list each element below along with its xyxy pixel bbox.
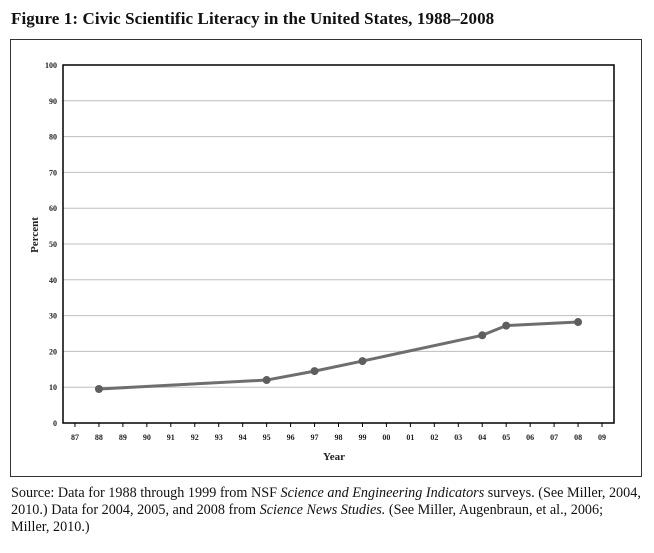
y-tick-label: 0 (53, 419, 57, 428)
series (94, 318, 583, 393)
x-axis-label: Year (323, 451, 345, 463)
axes (62, 64, 615, 427)
x-tick-label: 96 (287, 433, 295, 442)
x-tick-label: 89 (119, 433, 127, 442)
source-italic-news-studies: Science News Studies. (259, 502, 386, 518)
y-axis-label: Percent (29, 217, 41, 253)
x-tick-label: 05 (502, 433, 510, 442)
x-tick-label: 04 (478, 433, 486, 442)
y-tick-label: 50 (49, 240, 57, 249)
x-tick-label: 98 (335, 433, 343, 442)
source-text-prefix: Source: Data for 1988 through 1999 from … (11, 485, 281, 501)
data-point (310, 367, 319, 376)
figure-title: Figure 1: Civic Scientific Literacy in t… (11, 9, 495, 28)
data-point (94, 384, 103, 393)
x-tick-labels: 87 88 89 90 91 92 93 94 95 96 97 98 99 00 01 02 03 04 05 06… (71, 433, 606, 442)
x-tick-label: 01 (406, 433, 414, 442)
y-tick-label: 40 (49, 276, 57, 285)
y-tick-labels: 0 10 20 30 40 50 60 70 80 90 100 (45, 61, 57, 428)
data-point (262, 376, 271, 385)
x-tick-label: 92 (191, 433, 199, 442)
y-tick-label: 90 (49, 97, 57, 106)
series-line (98, 320, 579, 391)
y-tick-label: 10 (49, 383, 57, 392)
y-tick-label: 80 (49, 133, 57, 142)
x-tick-label: 94 (239, 433, 247, 442)
source-note: Source: Data for 1988 through 1999 from … (11, 485, 641, 536)
source-text-suffix: (See Miller, Augenbraun, et al., 2006; M… (11, 502, 604, 535)
y-tick-label: 60 (49, 204, 57, 213)
data-point (358, 357, 367, 366)
data-point (574, 318, 583, 327)
x-tick-label: 87 (71, 433, 79, 442)
y-tick-label: 30 (49, 312, 57, 321)
source-text-mid: surveys. (See Miller, 2004, 2010.) Data … (11, 485, 641, 518)
x-tick-label: 09 (598, 433, 606, 442)
x-tick-label: 88 (95, 433, 103, 442)
data-point (502, 321, 511, 330)
y-tick-label: 100 (45, 61, 57, 70)
source-italic-indicators: Science and Engineering Indicators (280, 485, 485, 501)
data-point (478, 331, 487, 340)
chart-frame (10, 39, 642, 477)
x-tick-label: 90 (143, 433, 151, 442)
x-tick-label: 03 (454, 433, 462, 442)
x-tick-label: 08 (574, 433, 582, 442)
x-tick-label: 91 (167, 433, 175, 442)
x-tick-label: 00 (382, 433, 390, 442)
x-tick-label: 95 (263, 433, 271, 442)
x-tick-label: 93 (215, 433, 223, 442)
x-tick-label: 06 (526, 433, 534, 442)
x-tick-label: 07 (550, 433, 558, 442)
y-tick-label: 20 (49, 347, 57, 356)
y-tick-label: 70 (49, 168, 57, 177)
x-tick-label: 02 (430, 433, 438, 442)
x-tick-label: 97 (311, 433, 319, 442)
gridlines (63, 64, 614, 388)
x-tick-label: 99 (358, 433, 366, 442)
